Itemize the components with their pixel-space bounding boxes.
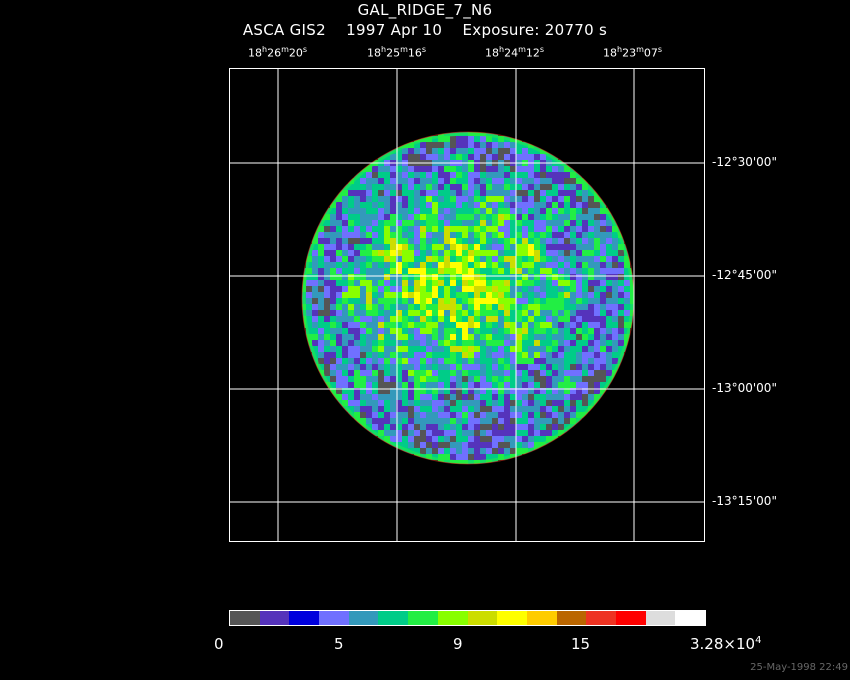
colorbar-label-0: 0 [214,635,224,653]
colorbar-segment [615,611,646,625]
colorbar-segment [319,611,349,625]
colorbar-label-15: 15 [571,635,591,653]
colorbar-segment [230,611,260,625]
colorbar-segment [437,611,468,625]
ra-label-2: 18h25m16s [367,45,427,60]
colorbar-segment [675,611,705,625]
colorbar-segment [259,611,290,625]
colorbar-segment [408,611,438,625]
colorbar-segment [586,611,616,625]
colorbar-segment [378,611,409,625]
detector-rim [302,132,634,464]
timestamp: 25-May-1998 22:49 [750,662,848,673]
ra-label-1: 18h26m20s [248,45,308,60]
colorbar-segment [467,611,498,625]
colorbar-segment [526,611,557,625]
colorbar-label-9: 9 [453,635,463,653]
colorbar [229,610,706,626]
colorbar-segment [348,611,379,625]
image-subtitle: ASCA GIS2 1997 Apr 10 Exposure: 20770 s [242,21,608,39]
image-frame [229,68,705,542]
coordinate-grid [230,69,704,541]
dec-label-4: -13°15'00" [712,494,777,508]
dec-label-3: -13°00'00" [712,381,777,395]
colorbar-label-max: 3.28×104 [690,635,762,653]
ra-label-4: 18h23m07s [603,45,663,60]
dec-label-1: -12°30'00" [712,155,777,169]
colorbar-segment [645,611,676,625]
image-title: GAL_RIDGE_7_N6 [357,1,493,19]
dec-label-2: -12°45'00" [712,268,777,282]
colorbar-segment [289,611,320,625]
xray-image [230,69,704,541]
colorbar-label-5: 5 [334,635,344,653]
colorbar-segment [556,611,587,625]
ra-label-3: 18h24m12s [485,45,545,60]
colorbar-segment [497,611,527,625]
